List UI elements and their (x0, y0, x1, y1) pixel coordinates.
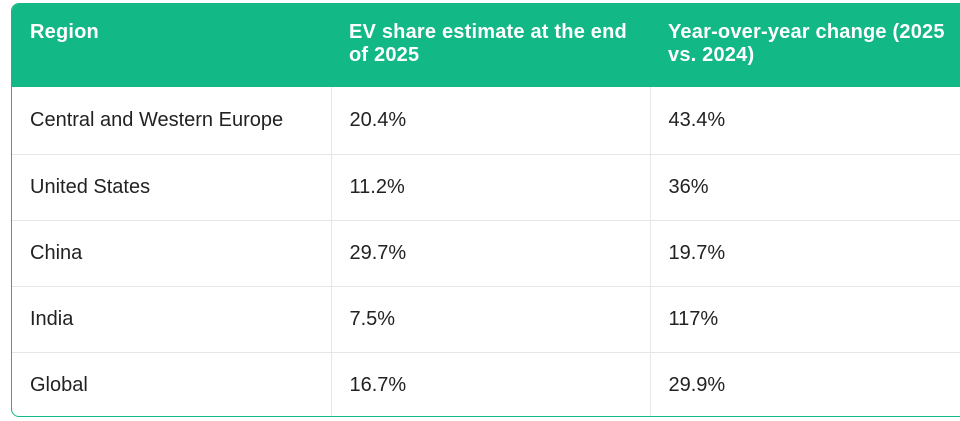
cell-ev-share: 20.4% (330, 87, 650, 154)
table-row: Global 16.7% 29.9% (12, 352, 960, 416)
table-row: India 7.5% 117% (12, 286, 960, 352)
cell-ev-share: 7.5% (330, 286, 650, 352)
cell-region: Global (30, 373, 88, 396)
table-row: United States 11.2% 36% (12, 154, 960, 220)
ev-share-table: Region EV share estimate at the end of 2… (11, 3, 960, 417)
cell-region: Central and Western Europe (30, 108, 284, 131)
cell-ev-share: 11.2% (330, 154, 650, 220)
cell-ev-share: 16.7% (330, 352, 650, 416)
header-yoy-change: Year-over-year change (2025 vs. 2024) (668, 21, 945, 66)
table-row: Central and Western Europe 20.4% 43.4% (12, 87, 960, 154)
cell-region: United States (30, 175, 151, 198)
data-table: Region EV share estimate at the end of 2… (12, 4, 960, 416)
cell-yoy-change: 29.9% (649, 352, 960, 416)
header-region: Region (30, 21, 99, 43)
cell-region: China (30, 241, 83, 264)
cell-yoy-change: 36% (649, 154, 960, 220)
header-ev-share: EV share estimate at the end of 2025 (349, 21, 627, 66)
cell-yoy-change: 19.7% (649, 220, 960, 286)
header-row: Region EV share estimate at the end of 2… (12, 4, 960, 87)
table-row: China 29.7% 19.7% (12, 220, 960, 286)
cell-yoy-change: 117% (649, 286, 960, 352)
cell-region: India (30, 307, 74, 330)
cell-ev-share: 29.7% (330, 220, 650, 286)
cell-yoy-change: 43.4% (649, 87, 960, 154)
